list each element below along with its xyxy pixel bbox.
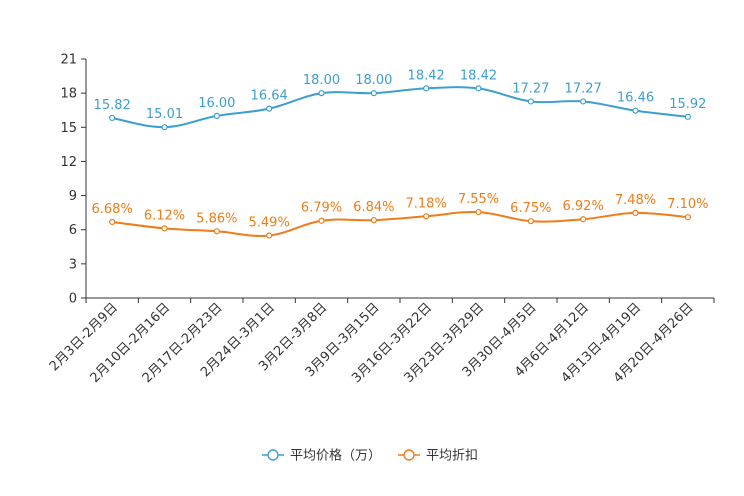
series-line-1 (112, 210, 688, 237)
data-label: 7.10% (667, 197, 708, 212)
data-point[interactable] (370, 217, 377, 224)
data-label: 6.68% (92, 202, 133, 217)
legend-marker-icon (403, 449, 415, 461)
data-point[interactable] (423, 85, 430, 92)
data-point[interactable] (318, 90, 325, 97)
data-point[interactable] (684, 113, 691, 120)
data-label: 16.64 (251, 89, 288, 104)
data-point[interactable] (109, 114, 116, 122)
data-point[interactable] (370, 90, 377, 97)
data-label: 18.00 (355, 73, 392, 88)
data-label: 7.48% (615, 193, 656, 208)
data-point[interactable] (527, 218, 534, 225)
data-point[interactable] (423, 213, 430, 220)
data-point[interactable] (632, 209, 639, 216)
data-label: 17.27 (565, 81, 602, 96)
data-point[interactable] (161, 225, 168, 232)
y-tick-label: 18 (60, 87, 77, 102)
data-point[interactable] (527, 98, 534, 105)
y-tick-label: 9 (69, 189, 77, 204)
series-lines (109, 85, 691, 239)
data-label: 17.27 (512, 81, 549, 96)
legend-item-1[interactable]: 平均折扣 (398, 449, 478, 464)
data-point[interactable] (475, 85, 482, 92)
data-point[interactable] (684, 214, 691, 221)
data-label: 16.00 (198, 96, 235, 111)
data-point[interactable] (213, 112, 220, 120)
legend-label: 平均价格（万） (290, 448, 381, 464)
y-tick-label: 12 (60, 155, 77, 170)
data-label: 6.92% (563, 199, 604, 214)
data-label: 15.01 (146, 107, 183, 122)
data-point[interactable] (266, 105, 273, 112)
data-label: 16.46 (617, 91, 654, 106)
data-label: 18.00 (303, 73, 340, 88)
data-label: 15.92 (669, 97, 706, 112)
data-point[interactable] (475, 208, 482, 216)
data-label: 6.75% (510, 201, 551, 216)
data-point[interactable] (266, 232, 273, 239)
legend-label: 平均折扣 (426, 449, 478, 464)
y-axis: 0 3 6 9 12 15 18 21 (60, 53, 87, 307)
y-tick-label: 0 (69, 292, 77, 307)
y-tick-label: 3 (69, 257, 77, 272)
data-point[interactable] (632, 107, 639, 114)
data-label: 15.82 (94, 98, 131, 113)
data-label: 6.84% (353, 200, 394, 215)
data-point[interactable] (580, 216, 587, 223)
y-tick-label: 21 (60, 53, 77, 68)
data-label: 7.18% (406, 196, 447, 211)
data-label: 18.42 (460, 68, 497, 83)
data-label: 5.49% (249, 216, 290, 231)
data-point[interactable] (161, 124, 168, 131)
data-point[interactable] (580, 98, 587, 105)
y-tick-label: 6 (69, 223, 77, 238)
data-label: 5.86% (196, 211, 237, 226)
data-label: 7.55% (458, 192, 499, 207)
series-line-0 (111, 86, 688, 129)
data-label: 18.42 (408, 68, 445, 83)
data-point[interactable] (109, 218, 116, 226)
legend[interactable]: 平均价格（万） 平均折扣 (262, 448, 478, 464)
y-tick-label: 15 (60, 121, 77, 136)
legend-item-0[interactable]: 平均价格（万） (262, 448, 381, 464)
data-labels: 15.82 15.01 16.00 16.64 18.00 18.00 18.42 18.42… (92, 68, 709, 230)
x-axis: 2月3日-2月9日2月10日-2月16日2月17日-2月23日2月24日-3月1… (47, 297, 715, 386)
data-label: 6.12% (144, 208, 185, 223)
data-label: 6.79% (301, 201, 342, 216)
data-point[interactable] (318, 217, 325, 224)
legend-marker-icon (267, 449, 279, 461)
data-point[interactable] (213, 228, 220, 235)
